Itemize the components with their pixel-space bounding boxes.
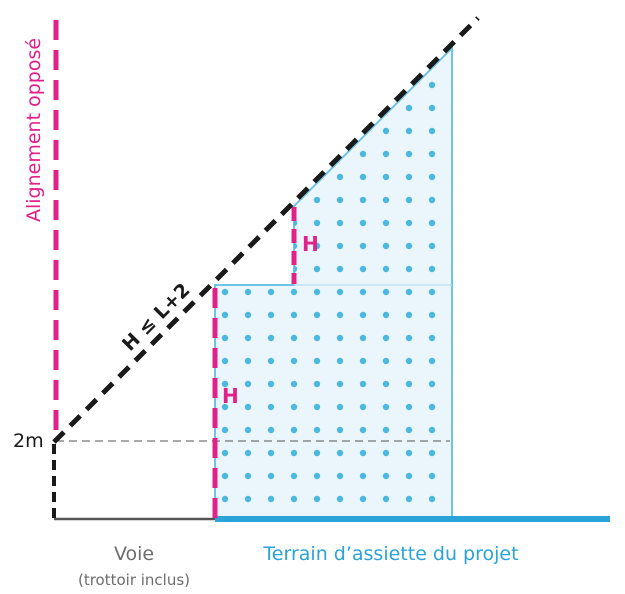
height-label-upper: H bbox=[302, 232, 319, 256]
height-label-lower: H bbox=[222, 384, 239, 408]
project-site-label: Terrain d’assiette du projet bbox=[262, 543, 518, 565]
formula-label: H ≤ L+2 bbox=[118, 279, 195, 356]
road-sub-label: (trottoir inclus) bbox=[78, 571, 190, 589]
road-label: Voie bbox=[114, 543, 154, 565]
building-dot-pattern bbox=[215, 48, 452, 518]
envelope-diagonal-line bbox=[52, 16, 480, 444]
two-meter-label: 2m bbox=[13, 430, 44, 452]
opposite-alignment-label: Alignement opposé bbox=[23, 38, 45, 222]
